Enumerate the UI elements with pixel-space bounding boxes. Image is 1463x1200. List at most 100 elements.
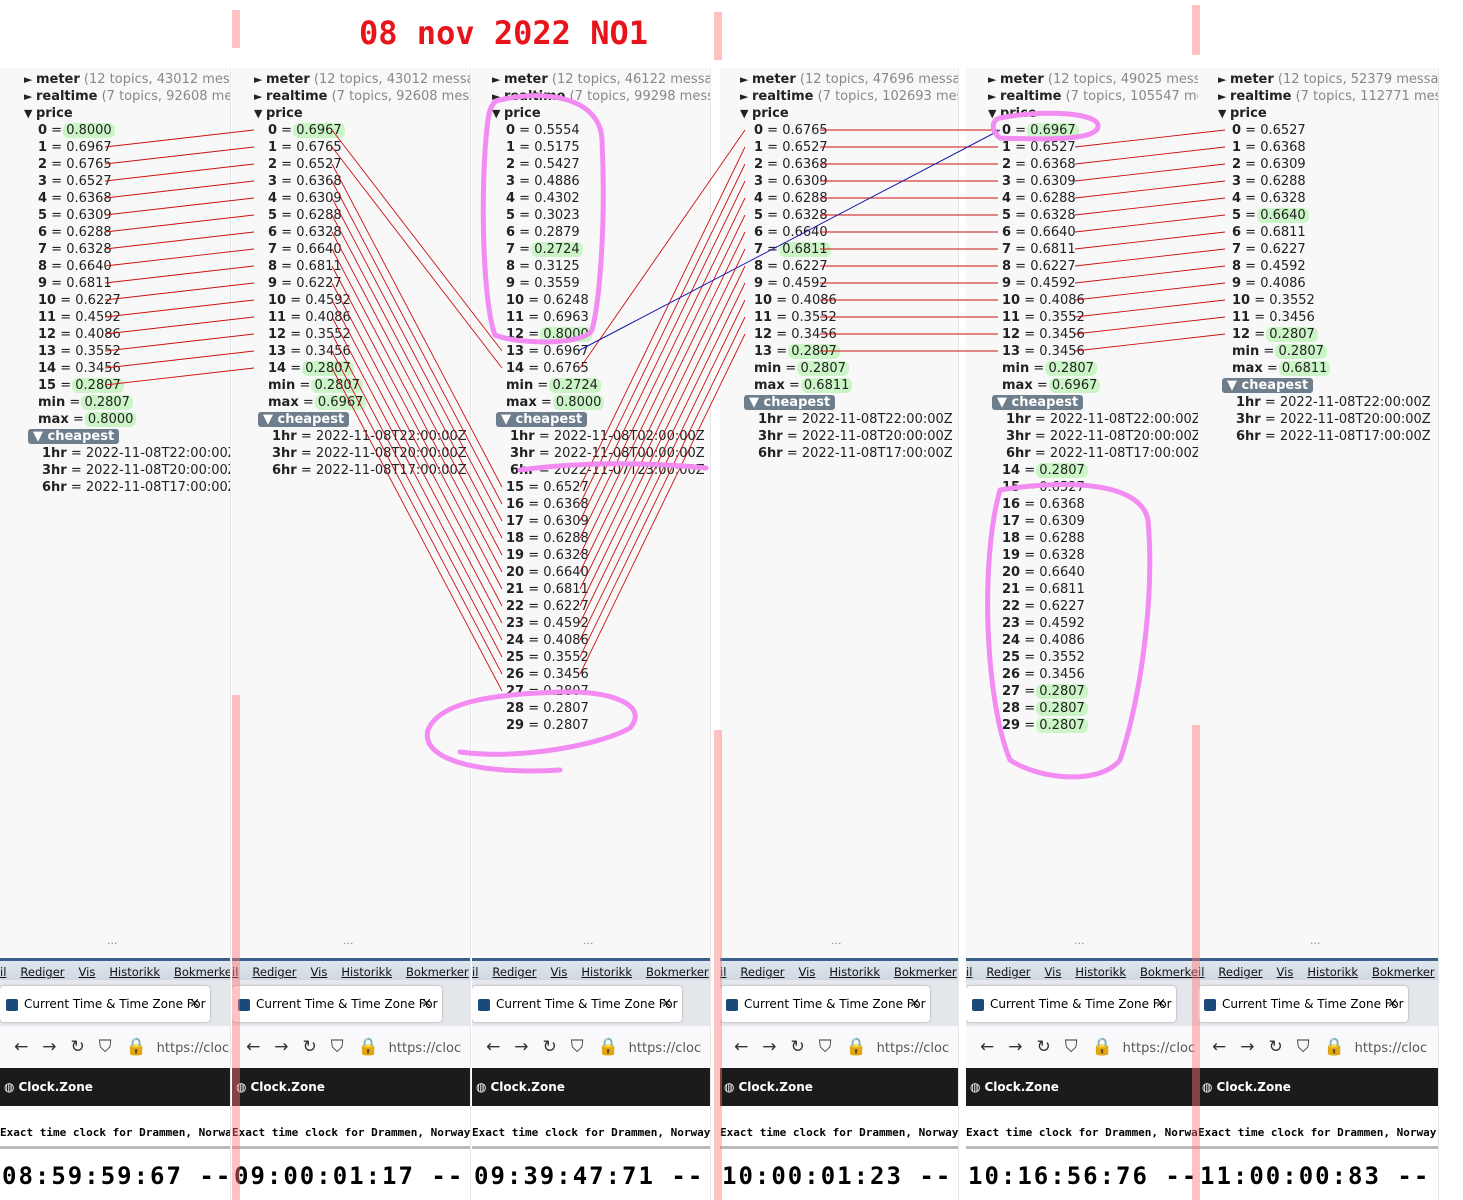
topic-realtime[interactable]: ► realtime (7 topics, 102693 messa (740, 88, 958, 105)
price-item[interactable]: 8 = 0.6227 (754, 259, 828, 274)
price-item[interactable]: 4 = 0.6309 (268, 191, 342, 206)
menu-item[interactable]: Historikk (109, 965, 160, 979)
topic-realtime[interactable]: ► realtime (7 topics, 92608 messag (254, 88, 470, 105)
lock-icon[interactable]: 🔒 (125, 1037, 147, 1057)
browser-tab[interactable]: Current Time & Time Zone For × (0, 986, 210, 1022)
price-item[interactable]: 4 = 0.6328 (1232, 191, 1306, 206)
price-item[interactable]: 11 = 0.6963 (506, 310, 589, 325)
reload-icon[interactable]: ↻ (542, 1037, 557, 1057)
menu-item[interactable]: Bokmerker (893, 965, 957, 979)
price-item[interactable]: 5 = 0.3023 (506, 208, 580, 223)
menu-item[interactable]: il (720, 965, 727, 979)
cheapest-h3[interactable]: 3hr = 2022-11-08T20:00:00Z (758, 429, 953, 444)
price-item[interactable]: 12 = 0.2807 (1232, 326, 1318, 343)
topic-realtime[interactable]: ► realtime (7 topics, 92608 messa (24, 88, 230, 105)
shield-icon[interactable]: ⛉ (330, 1037, 344, 1057)
menu-item[interactable]: Bokmerker (1139, 965, 1198, 979)
shield-icon[interactable]: ⛉ (570, 1037, 584, 1057)
price-item[interactable]: 19 = 0.6328 (1002, 548, 1085, 563)
lock-icon[interactable]: 🔒 (357, 1037, 379, 1057)
price-item[interactable]: 14 = 0.2807 (268, 360, 354, 377)
menu-item[interactable]: Historikk (1307, 965, 1358, 979)
price-item[interactable]: 1 = 0.5175 (506, 140, 580, 155)
price-item[interactable]: 3 = 0.4886 (506, 174, 580, 189)
menu-item[interactable]: Vis (550, 965, 568, 979)
browser-tab[interactable]: Current Time & Time Zone For × (1198, 986, 1408, 1022)
price-max[interactable]: max = 0.6967 (268, 394, 367, 411)
reload-icon[interactable]: ↻ (1036, 1037, 1051, 1057)
cheapest-h3[interactable]: 3hr = 2022-11-08T20:00:00Z (1006, 429, 1199, 444)
price-item[interactable]: 7 = 0.6227 (1232, 242, 1306, 257)
cheapest-group[interactable]: ▼ cheapest (1222, 377, 1314, 394)
price-item[interactable]: 3 = 0.6368 (268, 174, 342, 189)
price-item[interactable]: 29 = 0.2807 (506, 718, 589, 733)
price-item[interactable]: 24 = 0.4086 (506, 633, 589, 648)
price-item[interactable]: 3 = 0.6309 (1002, 174, 1076, 189)
price-item[interactable]: 15 = 0.6527 (506, 480, 589, 495)
menu-item[interactable]: Rediger (740, 965, 785, 979)
price-item[interactable]: 23 = 0.4592 (506, 616, 589, 631)
menu-item[interactable]: il (966, 965, 973, 979)
cheapest-group[interactable]: ▼ cheapest (28, 428, 120, 445)
menu-item[interactable]: Rediger (986, 965, 1031, 979)
price-min[interactable]: min = 0.2807 (38, 394, 133, 411)
price-item[interactable]: 2 = 0.6527 (268, 157, 342, 172)
cheapest-h3[interactable]: 3hr = 2022-11-08T20:00:00Z (42, 462, 230, 479)
tab-close-icon[interactable]: × (661, 996, 672, 1011)
price-item[interactable]: 16 = 0.6368 (506, 497, 589, 512)
url-field[interactable]: https://cloc (1354, 1041, 1428, 1056)
menu-item[interactable]: il (1198, 965, 1205, 979)
price-item[interactable]: 26 = 0.3456 (506, 667, 589, 682)
menu-item[interactable]: Historikk (341, 965, 392, 979)
browser-tab[interactable]: Current Time & Time Zone For × (232, 986, 442, 1022)
lock-icon[interactable]: 🔒 (597, 1037, 619, 1057)
cheapest-h1[interactable]: 1hr = 2022-11-08T22:00:00Z (272, 429, 467, 444)
menu-item[interactable]: Rediger (492, 965, 537, 979)
menu-item[interactable]: Bokmerker (173, 965, 230, 979)
price-item[interactable]: 4 = 0.6288 (754, 191, 828, 206)
cheapest-h1[interactable]: 1hr = 2022-11-08T02:00:00Z (510, 429, 705, 444)
cheapest-group[interactable]: ▼ cheapest (258, 411, 350, 428)
price-item[interactable]: 14 = 0.6765 (506, 361, 589, 376)
menu-item[interactable]: Vis (1276, 965, 1294, 979)
cheapest-h3[interactable]: 3hr = 2022-11-08T00:00:00Z (510, 446, 705, 461)
price-item[interactable]: 6 = 0.6811 (1232, 225, 1306, 240)
reload-icon[interactable]: ↻ (302, 1037, 317, 1057)
url-field[interactable]: https://cloc (876, 1041, 950, 1056)
price-item[interactable]: 4 = 0.6288 (1002, 191, 1076, 206)
price-item[interactable]: 28 = 0.2807 (506, 701, 589, 716)
price-max[interactable]: max = 0.8000 (38, 411, 137, 428)
menu-item[interactable]: Rediger (20, 965, 65, 979)
cheapest-header[interactable]: ▼ cheapest (992, 395, 1084, 410)
shield-icon[interactable]: ⛉ (98, 1037, 112, 1057)
price-item[interactable]: 10 = 0.4086 (754, 293, 837, 308)
topic-meter[interactable]: ► meter (12 topics, 43012 messag (24, 71, 230, 88)
topic-meter[interactable]: ► meter (12 topics, 47696 message (740, 71, 958, 88)
cheapest-header[interactable]: ▼ cheapest (496, 412, 588, 427)
price-item[interactable]: 0 = 0.6765 (754, 123, 828, 138)
price-item[interactable]: 21 = 0.6811 (1002, 582, 1085, 597)
cheapest-header[interactable]: ▼ cheapest (1222, 378, 1314, 393)
price-item[interactable]: 11 = 0.4592 (38, 310, 121, 325)
menu-item[interactable]: Historikk (829, 965, 880, 979)
cheapest-h6[interactable]: 6hr = 2022-11-08T17:00:00Z (1236, 429, 1431, 444)
menu-item[interactable]: Vis (798, 965, 816, 979)
price-item[interactable]: 13 = 0.3456 (1002, 344, 1085, 359)
price-item[interactable]: 23 = 0.4592 (1002, 616, 1085, 631)
price-item[interactable]: 10 = 0.3552 (1232, 293, 1315, 308)
cheapest-h1[interactable]: 1hr = 2022-11-08T22:00:00Z (1006, 412, 1199, 427)
price-item[interactable]: 11 = 0.3456 (1232, 310, 1315, 325)
cheapest-h1[interactable]: 1hr = 2022-11-08T22:00:00Z (1236, 395, 1431, 410)
menu-item[interactable]: Historikk (581, 965, 632, 979)
price-item[interactable]: 25 = 0.3552 (506, 650, 589, 665)
forward-arrow-icon[interactable]: → (762, 1037, 777, 1057)
cheapest-h6[interactable]: 6hr = 2022-11-08T17:00:00Z (758, 446, 953, 461)
price-item[interactable]: 8 = 0.6640 (38, 259, 112, 274)
tab-close-icon[interactable]: × (1387, 996, 1398, 1011)
price-item[interactable]: 5 = 0.6640 (1232, 207, 1309, 224)
price-item[interactable]: 20 = 0.6640 (1002, 565, 1085, 580)
price-item[interactable]: 17 = 0.6309 (1002, 514, 1085, 529)
price-item[interactable]: 5 = 0.6328 (754, 208, 828, 223)
topic-meter[interactable]: ► meter (12 topics, 46122 message (492, 71, 710, 88)
price-item[interactable]: 2 = 0.5427 (506, 157, 580, 172)
